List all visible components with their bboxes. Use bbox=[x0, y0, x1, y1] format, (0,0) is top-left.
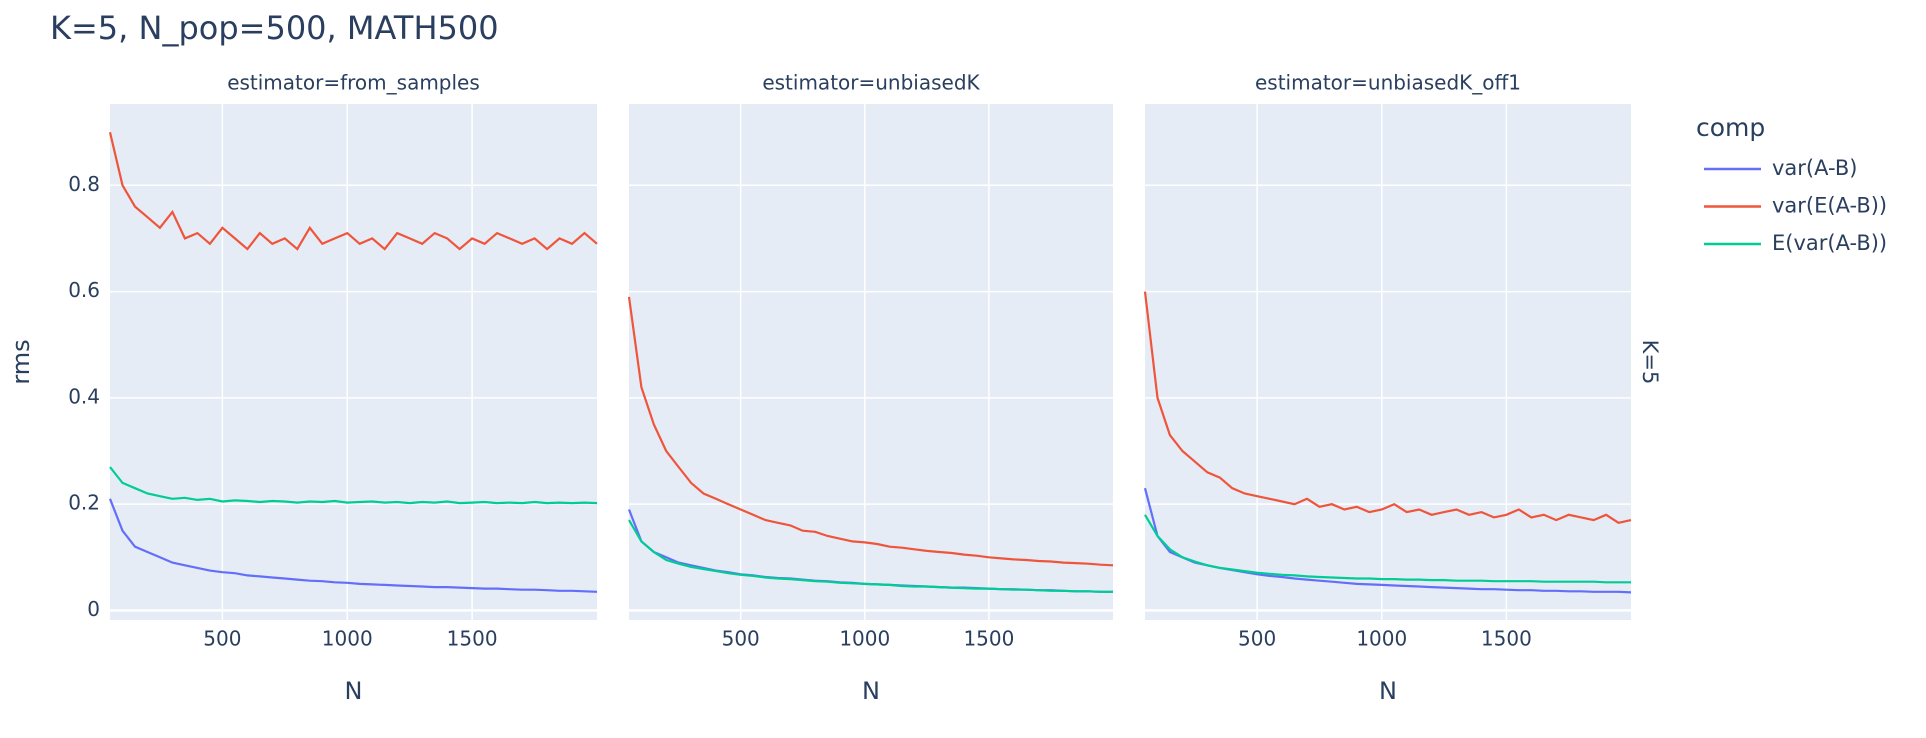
y-tick-label: 0.6 bbox=[68, 278, 100, 302]
plot-background bbox=[110, 104, 597, 620]
facet-title: estimator=unbiasedK bbox=[762, 71, 980, 95]
series-line bbox=[109, 466, 598, 505]
series-line bbox=[1144, 514, 1631, 584]
legend-label: var(A-B) bbox=[1772, 156, 1857, 180]
legend-label: E(var(A-B)) bbox=[1772, 231, 1887, 255]
series-line bbox=[628, 519, 1113, 593]
x-tick-label: 1000 bbox=[839, 627, 890, 651]
series-line bbox=[108, 498, 598, 593]
facet-title: estimator=unbiasedK_off1 bbox=[1255, 71, 1521, 95]
series-line bbox=[108, 131, 598, 251]
x-tick-label: 1500 bbox=[1481, 627, 1532, 651]
x-tick-label: 500 bbox=[203, 627, 241, 651]
y-tick-label: 0.2 bbox=[68, 491, 100, 515]
x-tick-label: 500 bbox=[1238, 627, 1276, 651]
series-line bbox=[1143, 291, 1632, 524]
legend-title: comp bbox=[1696, 113, 1765, 142]
x-axis-title: N bbox=[1379, 677, 1397, 705]
y-tick-label: 0 bbox=[87, 597, 100, 621]
y-tick-label: 0.4 bbox=[68, 384, 100, 408]
y-axis-title: rms bbox=[7, 339, 35, 384]
legend-label: var(E(A-B)) bbox=[1772, 194, 1887, 218]
x-tick-label: 1500 bbox=[963, 627, 1014, 651]
chart-title: K=5, N_pop=500, MATH500 bbox=[50, 9, 499, 47]
x-tick-label: 1000 bbox=[1356, 627, 1407, 651]
x-tick-label: 1000 bbox=[322, 627, 373, 651]
y-tick-label: 0.8 bbox=[68, 172, 100, 196]
x-axis-title: N bbox=[345, 677, 363, 705]
row-label: K=5 bbox=[1638, 340, 1662, 385]
x-tick-label: 500 bbox=[722, 627, 760, 651]
facet-title: estimator=from_samples bbox=[227, 71, 480, 95]
x-axis-title: N bbox=[862, 677, 880, 705]
x-tick-label: 1500 bbox=[447, 627, 498, 651]
series-line bbox=[627, 296, 1114, 567]
plot-background bbox=[629, 104, 1113, 620]
plot-background bbox=[1145, 104, 1631, 620]
